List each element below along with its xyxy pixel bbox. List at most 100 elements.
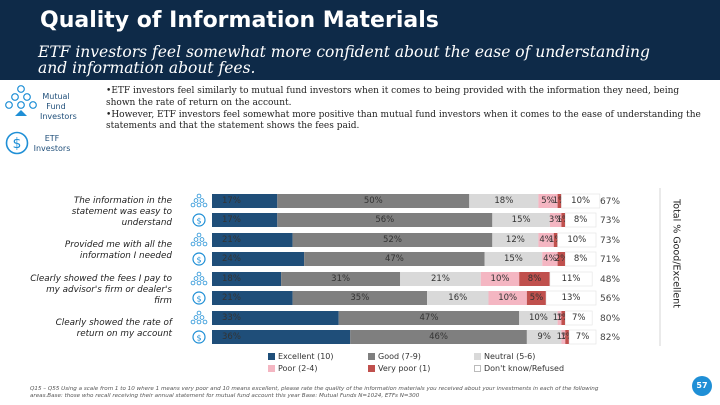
total-good-excellent-label: 73% (600, 216, 620, 226)
data-label-good: 47% (385, 254, 404, 264)
bar-segment-good (292, 291, 428, 305)
bar-segment-neutral (526, 330, 562, 344)
data-label-poor: 5% (541, 196, 555, 206)
bar-segment-very-poor (565, 330, 570, 344)
data-label-excellent: 24% (222, 254, 241, 264)
legend-swatch (474, 365, 481, 372)
data-label-very-poor: 8% (528, 274, 542, 284)
page-title: Quality of Information Materials (40, 8, 439, 33)
bar-segment-excellent (212, 311, 339, 325)
data-label-very-poor: 1% (557, 313, 571, 323)
data-label-good: 52% (383, 235, 402, 245)
svg-text:$: $ (196, 295, 201, 304)
bar-segment-poor (480, 272, 520, 286)
data-label-excellent: 18% (222, 274, 241, 284)
data-label-dont-know: 7% (576, 332, 590, 342)
svg-text:$: $ (196, 334, 201, 343)
footnote: Q15 – Q55 Using a scale from 1 to 10 whe… (30, 386, 599, 399)
bar-segment-neutral (492, 213, 550, 227)
data-label-poor: 1% (557, 332, 571, 342)
bar-segment-poor (488, 291, 527, 305)
etf-row-icon: $ (192, 330, 206, 344)
etf-label: ETF Investors (33, 134, 71, 153)
data-label-very-poor: 1% (560, 332, 574, 342)
bar-segment-good (292, 233, 493, 247)
bar-segment-neutral (492, 233, 539, 247)
etf-row-icon: $ (192, 252, 206, 266)
data-label-neutral: 15% (504, 254, 523, 264)
bar-segment-dont-know (564, 212, 597, 228)
data-label-dont-know: 8% (574, 254, 588, 264)
bar-segment-poor (557, 311, 562, 325)
etf-investors-icon: $ (5, 131, 29, 155)
bar-segment-excellent (212, 330, 351, 344)
data-label-dont-know: 10% (567, 235, 586, 245)
data-label-excellent: 33% (222, 313, 241, 323)
data-label-poor: 10% (498, 293, 517, 303)
data-label-good: 35% (350, 293, 369, 303)
bar-segment-poor (538, 194, 558, 208)
bar-segment-dont-know (557, 232, 597, 248)
legend-swatch (268, 365, 275, 372)
bar-segment-poor (538, 233, 554, 247)
bar-segment-dont-know (564, 251, 597, 267)
bar-segment-excellent (212, 291, 293, 305)
bar-segment-neutral (484, 252, 543, 266)
mutual-fund-row-icon (190, 271, 208, 286)
total-good-excellent-label: 71% (600, 255, 620, 265)
data-label-poor: 10% (491, 274, 510, 284)
mutual-fund-row-icon (190, 193, 208, 208)
category-label-easy-to-understand: The information in the statement was eas… (71, 196, 172, 228)
page-number: 57 (692, 376, 712, 396)
legend-neutral: Neutral (5-6) (474, 352, 535, 362)
total-good-excellent-label: 67% (600, 197, 620, 207)
data-label-good: 31% (331, 274, 350, 284)
mutual-fund-row-icon (190, 232, 208, 247)
bar-segment-poor (561, 330, 566, 344)
data-label-neutral: 12% (506, 235, 525, 245)
bar-segment-dont-know (561, 193, 601, 209)
total-good-excellent-label: 48% (600, 275, 620, 285)
bar-segment-excellent (212, 194, 278, 208)
category-label-fees: Clearly showed the fees I pay to my advi… (30, 274, 172, 306)
data-label-neutral: 16% (448, 293, 467, 303)
data-label-very-poor: 1% (557, 215, 571, 225)
data-label-poor: 1% (553, 313, 567, 323)
data-label-poor: 4% (539, 235, 553, 245)
bar-segment-good (350, 330, 527, 344)
total-good-excellent-label: 80% (600, 314, 620, 324)
bar-segment-very-poor (557, 252, 566, 266)
bar-segment-very-poor (553, 233, 558, 247)
bar-segment-dont-know (549, 271, 593, 287)
data-label-neutral: 9% (537, 332, 551, 342)
mutual-fund-investors-icon (5, 85, 37, 116)
legend-swatch (474, 353, 481, 360)
data-label-very-poor: 1% (553, 196, 567, 206)
title-banner (0, 0, 720, 80)
bar-segment-neutral (427, 291, 489, 305)
total-good-excellent-label: 82% (600, 333, 620, 343)
data-label-good: 46% (429, 332, 448, 342)
svg-text:$: $ (196, 256, 201, 265)
page-subtitle: ETF investors feel somewhat more confide… (38, 43, 650, 77)
category-label-all-information: Provided me with all the information I n… (64, 240, 172, 261)
bar-segment-excellent (212, 252, 305, 266)
bar-segment-good (277, 194, 470, 208)
mutual-fund-label: Mutual Fund Investors (40, 92, 77, 121)
data-label-very-poor: 2% (555, 254, 569, 264)
svg-text:$: $ (196, 217, 201, 226)
bar-segment-good (277, 213, 493, 227)
right-axis-title: Total % Good/Excellent (670, 199, 682, 308)
total-good-excellent-label: 56% (600, 294, 620, 304)
etf-row-icon: $ (192, 213, 206, 227)
data-label-very-poor: 5% (530, 293, 544, 303)
data-label-neutral: 21% (431, 274, 450, 284)
legend-swatch (368, 353, 375, 360)
svg-text:$: $ (13, 136, 22, 152)
bar-segment-excellent (212, 233, 293, 247)
bar-segment-dont-know (568, 329, 597, 345)
data-label-dont-know: 8% (574, 215, 588, 225)
bar-segment-good (338, 311, 520, 325)
bar-segment-neutral (400, 272, 481, 286)
